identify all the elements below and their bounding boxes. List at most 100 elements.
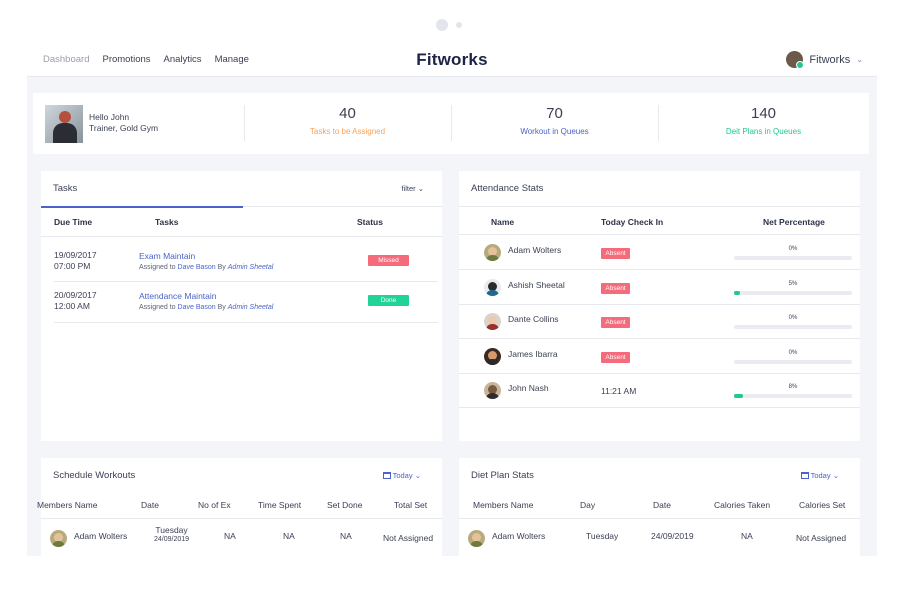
schedule-card: Schedule Workouts Today ⌄ Members Name D… <box>37 458 442 556</box>
member-avatar <box>484 313 501 330</box>
chevron-down-icon: ⌄ <box>856 55 863 64</box>
chevron-down-icon: ⌄ <box>414 471 421 480</box>
status-badge: Absent <box>601 317 630 328</box>
chevron-down-icon: ⌄ <box>832 471 839 480</box>
page-dot-active[interactable] <box>436 19 448 31</box>
checkin-time: 11:21 AM <box>601 386 637 396</box>
percent-label: 0% <box>788 315 798 321</box>
status-badge: Done <box>368 295 409 306</box>
greeting-text: Hello John <box>89 112 130 122</box>
progress-fill <box>734 394 744 398</box>
nav-manage[interactable]: Manage <box>214 54 249 65</box>
admin-link[interactable]: Admin Sheetal <box>227 304 274 311</box>
col-header-members-name: Members Name <box>473 500 534 510</box>
member-name: Adam Wolters <box>508 245 562 255</box>
task-time: 07:00 PM <box>54 261 91 271</box>
percent-label: 5% <box>788 280 798 287</box>
assignee-link[interactable]: Dave Bason <box>177 264 216 271</box>
nav-promotions[interactable]: Promotions <box>102 54 151 65</box>
brand-title: Fitworks <box>416 50 488 69</box>
assigned-prefix: Assigned to <box>139 304 176 311</box>
col-header-calories-set: Calories Set <box>799 500 846 510</box>
divider <box>41 518 442 519</box>
col-header-set-done: Set Done <box>327 500 363 510</box>
col-header-date: Date <box>653 500 671 510</box>
diet-title: Diet Plan Stats <box>471 470 534 481</box>
assignee-link[interactable]: Dave Bason <box>177 304 216 311</box>
divider <box>41 236 442 237</box>
col-header-calories-taken: Calories Taken <box>714 500 771 510</box>
nav-analytics[interactable]: Analytics <box>163 54 202 65</box>
stat-value: 40 <box>339 105 356 122</box>
task-date: 19/09/2017 <box>54 250 97 260</box>
member-name: Dante Collins <box>508 314 559 324</box>
member-avatar <box>484 347 501 365</box>
total-set-value: Not Assigned <box>383 533 434 543</box>
no-of-ex-value: NA <box>224 531 236 541</box>
page-indicator <box>436 19 462 31</box>
divider <box>459 407 860 408</box>
main-nav: Dashboard Promotions Analytics Manage <box>43 54 249 65</box>
divider <box>459 234 860 235</box>
workout-date: Tuesday 24/09/2019 <box>154 525 189 545</box>
divider <box>54 281 438 282</box>
status-badge: Absent <box>601 248 630 259</box>
calories-set-value: Not Assigned <box>796 533 847 543</box>
divider <box>244 105 245 141</box>
member-avatar <box>484 382 501 399</box>
col-header-day: Day <box>580 500 596 510</box>
col-header-total-set: Total Set <box>394 500 428 510</box>
today-dropdown[interactable]: Today ⌄ <box>800 471 839 480</box>
task-info: Attendance Maintain Assigned to Dave Bas… <box>139 291 273 313</box>
chevron-down-icon: ⌄ <box>417 184 424 193</box>
profile-greeting: Hello John Trainer, Gold Gym <box>89 112 158 134</box>
admin-link[interactable]: Admin Sheetal <box>227 264 274 271</box>
task-due: 19/09/2017 07:00 PM <box>54 250 97 272</box>
assigned-prefix: Assigned to <box>139 264 176 271</box>
divider <box>459 518 860 519</box>
time-spent-value: NA <box>283 531 295 541</box>
divider <box>459 206 860 207</box>
stat-tasks: 40 Tasks to be Assigned <box>244 93 451 154</box>
divider <box>459 338 860 339</box>
task-assignment: Assigned to Dave Bason By Admin Sheetal <box>139 262 273 273</box>
progress-bar <box>734 394 852 398</box>
task-info: Exam Maintain Assigned to Dave Bason By … <box>139 251 273 273</box>
col-header-date: Date <box>141 500 159 510</box>
by-label: By <box>217 264 226 271</box>
col-header-time-spent: Time Spent <box>258 500 302 510</box>
diet-date: 24/09/2019 <box>651 531 694 541</box>
stat-label: Deit Plans in Queues <box>725 127 802 136</box>
col-header-tasks: Tasks <box>155 217 179 227</box>
filter-dropdown[interactable]: filter ⌄ <box>401 184 424 193</box>
divider <box>459 372 860 374</box>
page-dot[interactable] <box>456 22 462 28</box>
app-window: Dashboard Promotions Analytics Manage Fi… <box>27 44 877 556</box>
task-assignment: Assigned to Dave Bason By Admin Sheetal <box>139 302 273 313</box>
attendance-title: Attendance Stats <box>471 183 544 194</box>
top-navbar: Dashboard Promotions Analytics Manage Fi… <box>27 44 877 77</box>
nav-dashboard[interactable]: Dashboard <box>43 54 90 65</box>
percent-label: 8% <box>788 384 798 390</box>
today-dropdown[interactable]: Today ⌄ <box>382 471 421 480</box>
stat-value: 70 <box>546 105 563 122</box>
progress-fill <box>734 290 740 295</box>
task-due: 20/09/2017 12:00 AM <box>54 290 97 312</box>
by-label: By <box>217 304 226 311</box>
member-name: Ashish Sheetal <box>508 279 565 290</box>
task-name-link[interactable]: Exam Maintain <box>139 251 196 261</box>
task-time: 12:00 AM <box>54 301 90 311</box>
member-avatar <box>484 244 501 261</box>
divider <box>658 105 659 141</box>
task-name-link[interactable]: Attendance Maintain <box>139 291 217 301</box>
tasks-title: Tasks <box>53 183 78 194</box>
today-label: Today <box>392 471 413 480</box>
diet-card: Diet Plan Stats Today ⌄ Members Name Day… <box>459 458 860 556</box>
member-name: John Nash <box>508 383 549 393</box>
col-header-name: Name <box>491 217 515 227</box>
summary-strip: Hello John Trainer, Gold Gym 40 Tasks to… <box>33 93 869 154</box>
divider <box>54 322 438 323</box>
progress-bar <box>734 290 852 295</box>
member-avatar <box>468 530 485 547</box>
user-menu[interactable]: Fitworks ⌄ <box>786 51 863 69</box>
